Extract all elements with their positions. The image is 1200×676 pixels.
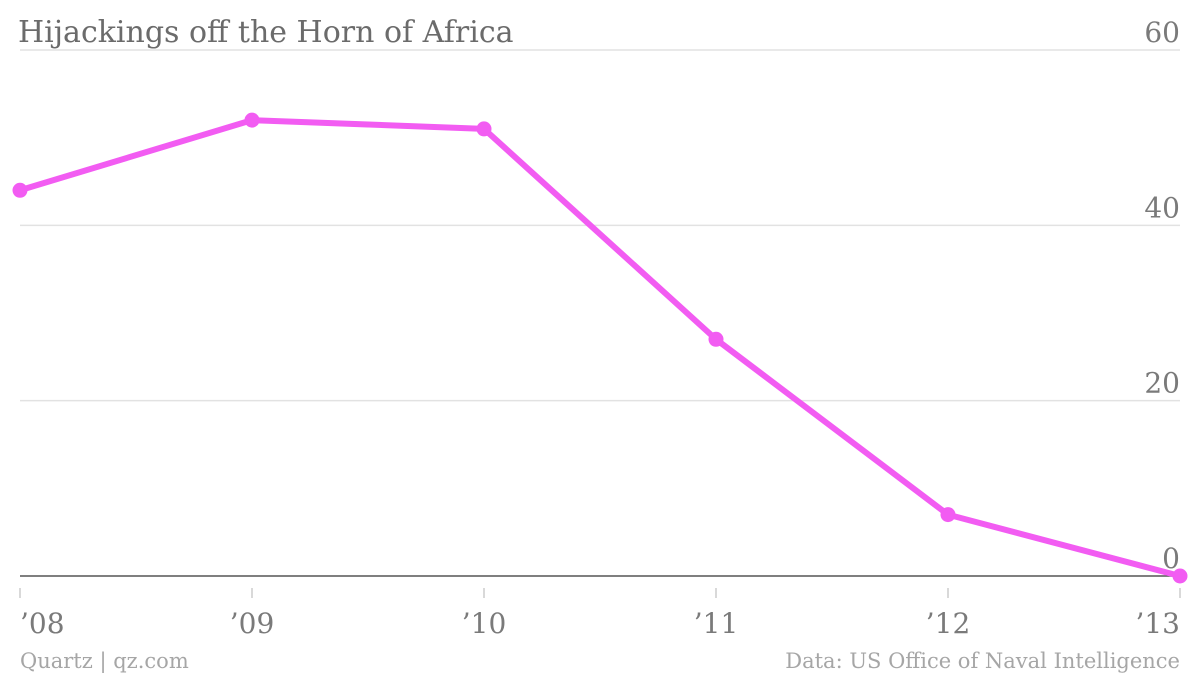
x-tick-label: ’13 [1135, 607, 1180, 640]
chart-title: Hijackings off the Horn of Africa [18, 15, 514, 50]
y-tick-label-60: 60 [1144, 16, 1180, 49]
data-point [244, 112, 260, 128]
y-axis-ticks: 0 20 40 60 [1144, 16, 1180, 575]
y-tick-label-0: 0 [1162, 542, 1180, 575]
footer-source: Data: US Office of Naval Intelligence [785, 649, 1180, 673]
series-line [17, 117, 1183, 579]
x-tick-label: ’10 [462, 607, 507, 640]
x-tick-label: ’08 [20, 607, 65, 640]
y-tick-label-20: 20 [1144, 367, 1180, 400]
series-layer [12, 112, 1188, 584]
data-point [940, 507, 956, 523]
y-tick-label-40: 40 [1144, 191, 1180, 224]
data-point [708, 331, 724, 347]
x-tick-label: ’12 [926, 607, 971, 640]
data-point [476, 121, 492, 137]
footer-credit: Quartz | qz.com [20, 649, 189, 674]
x-axis-ticks: ’08 ’09 ’10 ’11 ’12 ’13 [19, 588, 1181, 640]
x-tick-label: ’09 [230, 607, 275, 640]
x-tick-label: ’11 [694, 607, 739, 640]
data-point [1172, 568, 1188, 584]
gridlines [20, 49, 1180, 402]
data-point [12, 182, 28, 198]
